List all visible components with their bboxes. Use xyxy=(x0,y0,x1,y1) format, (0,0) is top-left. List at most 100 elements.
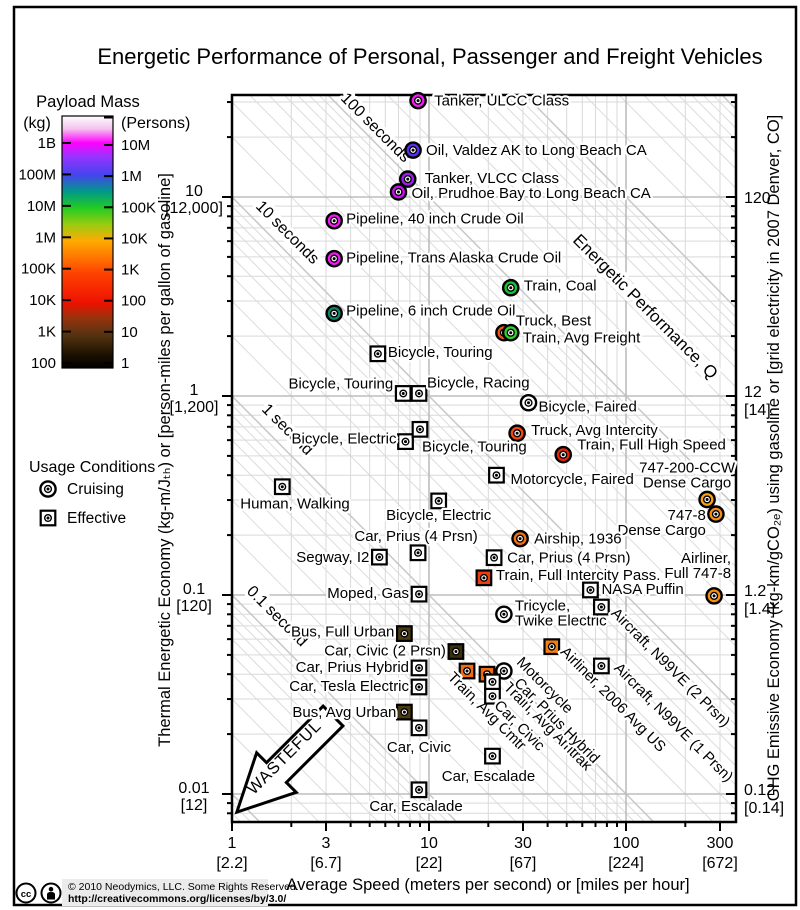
data-point-bicycle-faired xyxy=(519,393,538,412)
marker-dot xyxy=(490,694,494,698)
data-point-pipeline-40-inch-crude-oil xyxy=(325,211,343,230)
data-point-label-bicycle-faired: Bicycle, Faired xyxy=(539,399,637,416)
y-left-tick-label: 10 xyxy=(185,183,203,200)
data-point-label-bus-avg-urban: Bus, Avg Urban xyxy=(292,704,396,721)
payload-legend: Payload Mass (kg) (Persons) 1B 100M 10M 1M 1… xyxy=(18,93,190,372)
data-point-motorcycle-faired xyxy=(488,466,505,484)
data-point-train-coal xyxy=(501,278,520,297)
data-point-label-oil-valdez-ak-to-long-beach-ca: Oil, Valdez AK to Long Beach CA xyxy=(426,142,647,159)
marker-dot xyxy=(416,99,420,103)
data-point-car-prius-4-prsn xyxy=(409,544,427,562)
data-point-label-747-8: Dense Cargo xyxy=(618,522,706,539)
marker-dot xyxy=(417,592,421,596)
data-point-train-avg-cmtr xyxy=(458,662,476,680)
x-tick-label-bracket: [224] xyxy=(608,855,644,872)
data-point-747-200-ccw xyxy=(698,490,716,509)
colorbar-kg-tick-label: 1B xyxy=(38,135,56,152)
marker-dot xyxy=(482,576,486,580)
y-axis-right-title: GHG Emissive Economy (kg-km/gCO₂ₑ) using… xyxy=(765,115,783,802)
data-point-oil-valdez-ak-to-long-beach-ca xyxy=(404,141,422,159)
marker-dot xyxy=(417,726,421,730)
marker-dot xyxy=(705,497,709,501)
x-tick-label: 300 xyxy=(707,835,734,852)
y-right-tick-label-bracket: [14] xyxy=(744,402,771,419)
marker-dot xyxy=(588,588,592,592)
data-point-label-car-civic: Car, Civic xyxy=(387,739,452,756)
marker-dot xyxy=(46,487,50,491)
data-point-label-bicycle-touring: Bicycle, Touring xyxy=(422,438,527,455)
plot-border xyxy=(230,93,738,824)
marker-dot xyxy=(332,311,336,315)
marker-dot xyxy=(502,669,506,673)
marker-dot xyxy=(332,257,336,261)
data-point-label-car-tesla-electric: Car, Tesla Electric xyxy=(289,678,409,695)
data-point-label-bus-full-urban: Bus, Full Urban xyxy=(291,624,394,641)
usage-legend: Usage Conditions Cruising Effective xyxy=(29,459,155,527)
y-right-tick-label-bracket: [0.14] xyxy=(744,800,784,817)
data-point-label-train-full-intercity-pass: Train, Full Intercity Pass. xyxy=(496,567,660,584)
marker-dot xyxy=(714,512,718,516)
y-right-tick-label-bracket: [1.4] xyxy=(744,601,775,618)
marker-dot xyxy=(490,754,494,758)
license-link[interactable]: http://creativecommons.org/licenses/by/3… xyxy=(68,893,286,905)
data-point-label-tanker-vlcc-class: Tanker, VLCC Class xyxy=(425,170,559,187)
payload-colorbar xyxy=(61,115,114,369)
y-axis-left-title: Thermal Energetic Economy (kg-m/Jₜₕ) or … xyxy=(156,173,174,747)
data-point-label-pipeline-6-inch-crude-oil: Pipeline, 6 inch Crude Oil xyxy=(346,302,515,319)
marker-dot xyxy=(417,391,421,395)
usage-legend-title: Usage Conditions xyxy=(29,459,155,476)
data-point-bicycle-touring xyxy=(369,345,387,363)
colorbar-kg-tick-label: 1K xyxy=(38,324,56,341)
usage-legend-label: Cruising xyxy=(67,481,124,498)
data-point-car-prius-hybrid xyxy=(410,659,428,677)
data-point-label-airliner: Full 747-8 xyxy=(664,565,731,582)
y-right-tick-label: 0.12 xyxy=(744,782,775,799)
colorbar-kg-tick-label: 10K xyxy=(29,292,56,309)
data-point-label-train-coal: Train, Coal xyxy=(524,278,597,295)
payload-persons-header: (Persons) xyxy=(121,115,190,132)
colorbar-persons-tick-label: 10 xyxy=(121,324,138,341)
data-point-label-pipeline-40-inch-crude-oil: Pipeline, 40 inch Crude Oil xyxy=(346,211,524,228)
data-point-label-airliner: Airliner, xyxy=(681,550,731,567)
data-point-tanker-ulcc-class xyxy=(409,91,427,110)
data-point-label-747-200-ccw: 747-200-CCW xyxy=(639,459,736,476)
data-point-label-truck-avg-intercity: Truck, Avg Intercity xyxy=(531,422,658,439)
data-point-car-civic-2-prsn xyxy=(447,643,465,660)
payload-kg-header: (kg) xyxy=(23,115,51,132)
x-tick-label: 10 xyxy=(420,835,438,852)
x-tick-label: 3 xyxy=(322,835,331,852)
data-point-aircraft-n99ve-1-prsn xyxy=(592,657,610,675)
data-point-label-bicycle-touring: Bicycle, Touring xyxy=(288,375,393,392)
payload-legend-title: Payload Mass xyxy=(36,93,140,111)
data-point-label-car-escalade: Car, Escalade xyxy=(369,798,462,815)
data-point-label-747-8: 747-8 xyxy=(668,507,706,524)
data-point-label-car-escalade: Car, Escalade xyxy=(442,768,535,785)
x-tick-label: 1 xyxy=(228,835,237,852)
data-point-aircraft-n99ve-2-prsn xyxy=(592,598,610,616)
data-point-label-pipeline-trans-alaska-crude-oil: Pipeline, Trans Alaska Crude Oil xyxy=(346,250,561,267)
marker-dot xyxy=(465,669,469,673)
marker-dot xyxy=(550,645,554,649)
y-left-tick-label: 0.01 xyxy=(178,780,209,797)
data-point-label-oil-prudhoe-bay-to-long-beach-ca: Oil, Prudhoe Bay to Long Beach CA xyxy=(411,185,650,202)
data-point-label-train-full-high-speed: Train, Full High Speed xyxy=(577,437,726,454)
data-point-car-escalade xyxy=(484,747,501,765)
data-point-bicycle-electric xyxy=(430,492,448,510)
data-point-bicycle-racing xyxy=(410,385,428,402)
marker-dot xyxy=(418,427,422,431)
colorbar-persons-tick-label: 100K xyxy=(121,199,156,216)
marker-dot xyxy=(515,431,519,435)
marker-dot xyxy=(509,286,513,290)
data-point-label-tanker-ulcc-class: Tanker, ULCC Class xyxy=(434,93,569,110)
marker-dot xyxy=(417,685,421,689)
marker-dot xyxy=(404,440,408,444)
marker-dot xyxy=(561,453,565,457)
data-point-pipeline-trans-alaska-crude-oil xyxy=(325,249,343,268)
data-point-label-car-prius-4-prsn: Car, Prius (4 Prsn) xyxy=(507,550,630,567)
data-point-train-full-high-speed xyxy=(554,445,573,464)
colorbar-kg-tick-label: 100 xyxy=(31,355,56,372)
marker-dot xyxy=(402,632,406,636)
marker-dot xyxy=(46,516,50,520)
attribution-person-icon xyxy=(40,882,62,904)
data-point-label-bicycle-electric: Bicycle, Electric xyxy=(291,431,397,448)
